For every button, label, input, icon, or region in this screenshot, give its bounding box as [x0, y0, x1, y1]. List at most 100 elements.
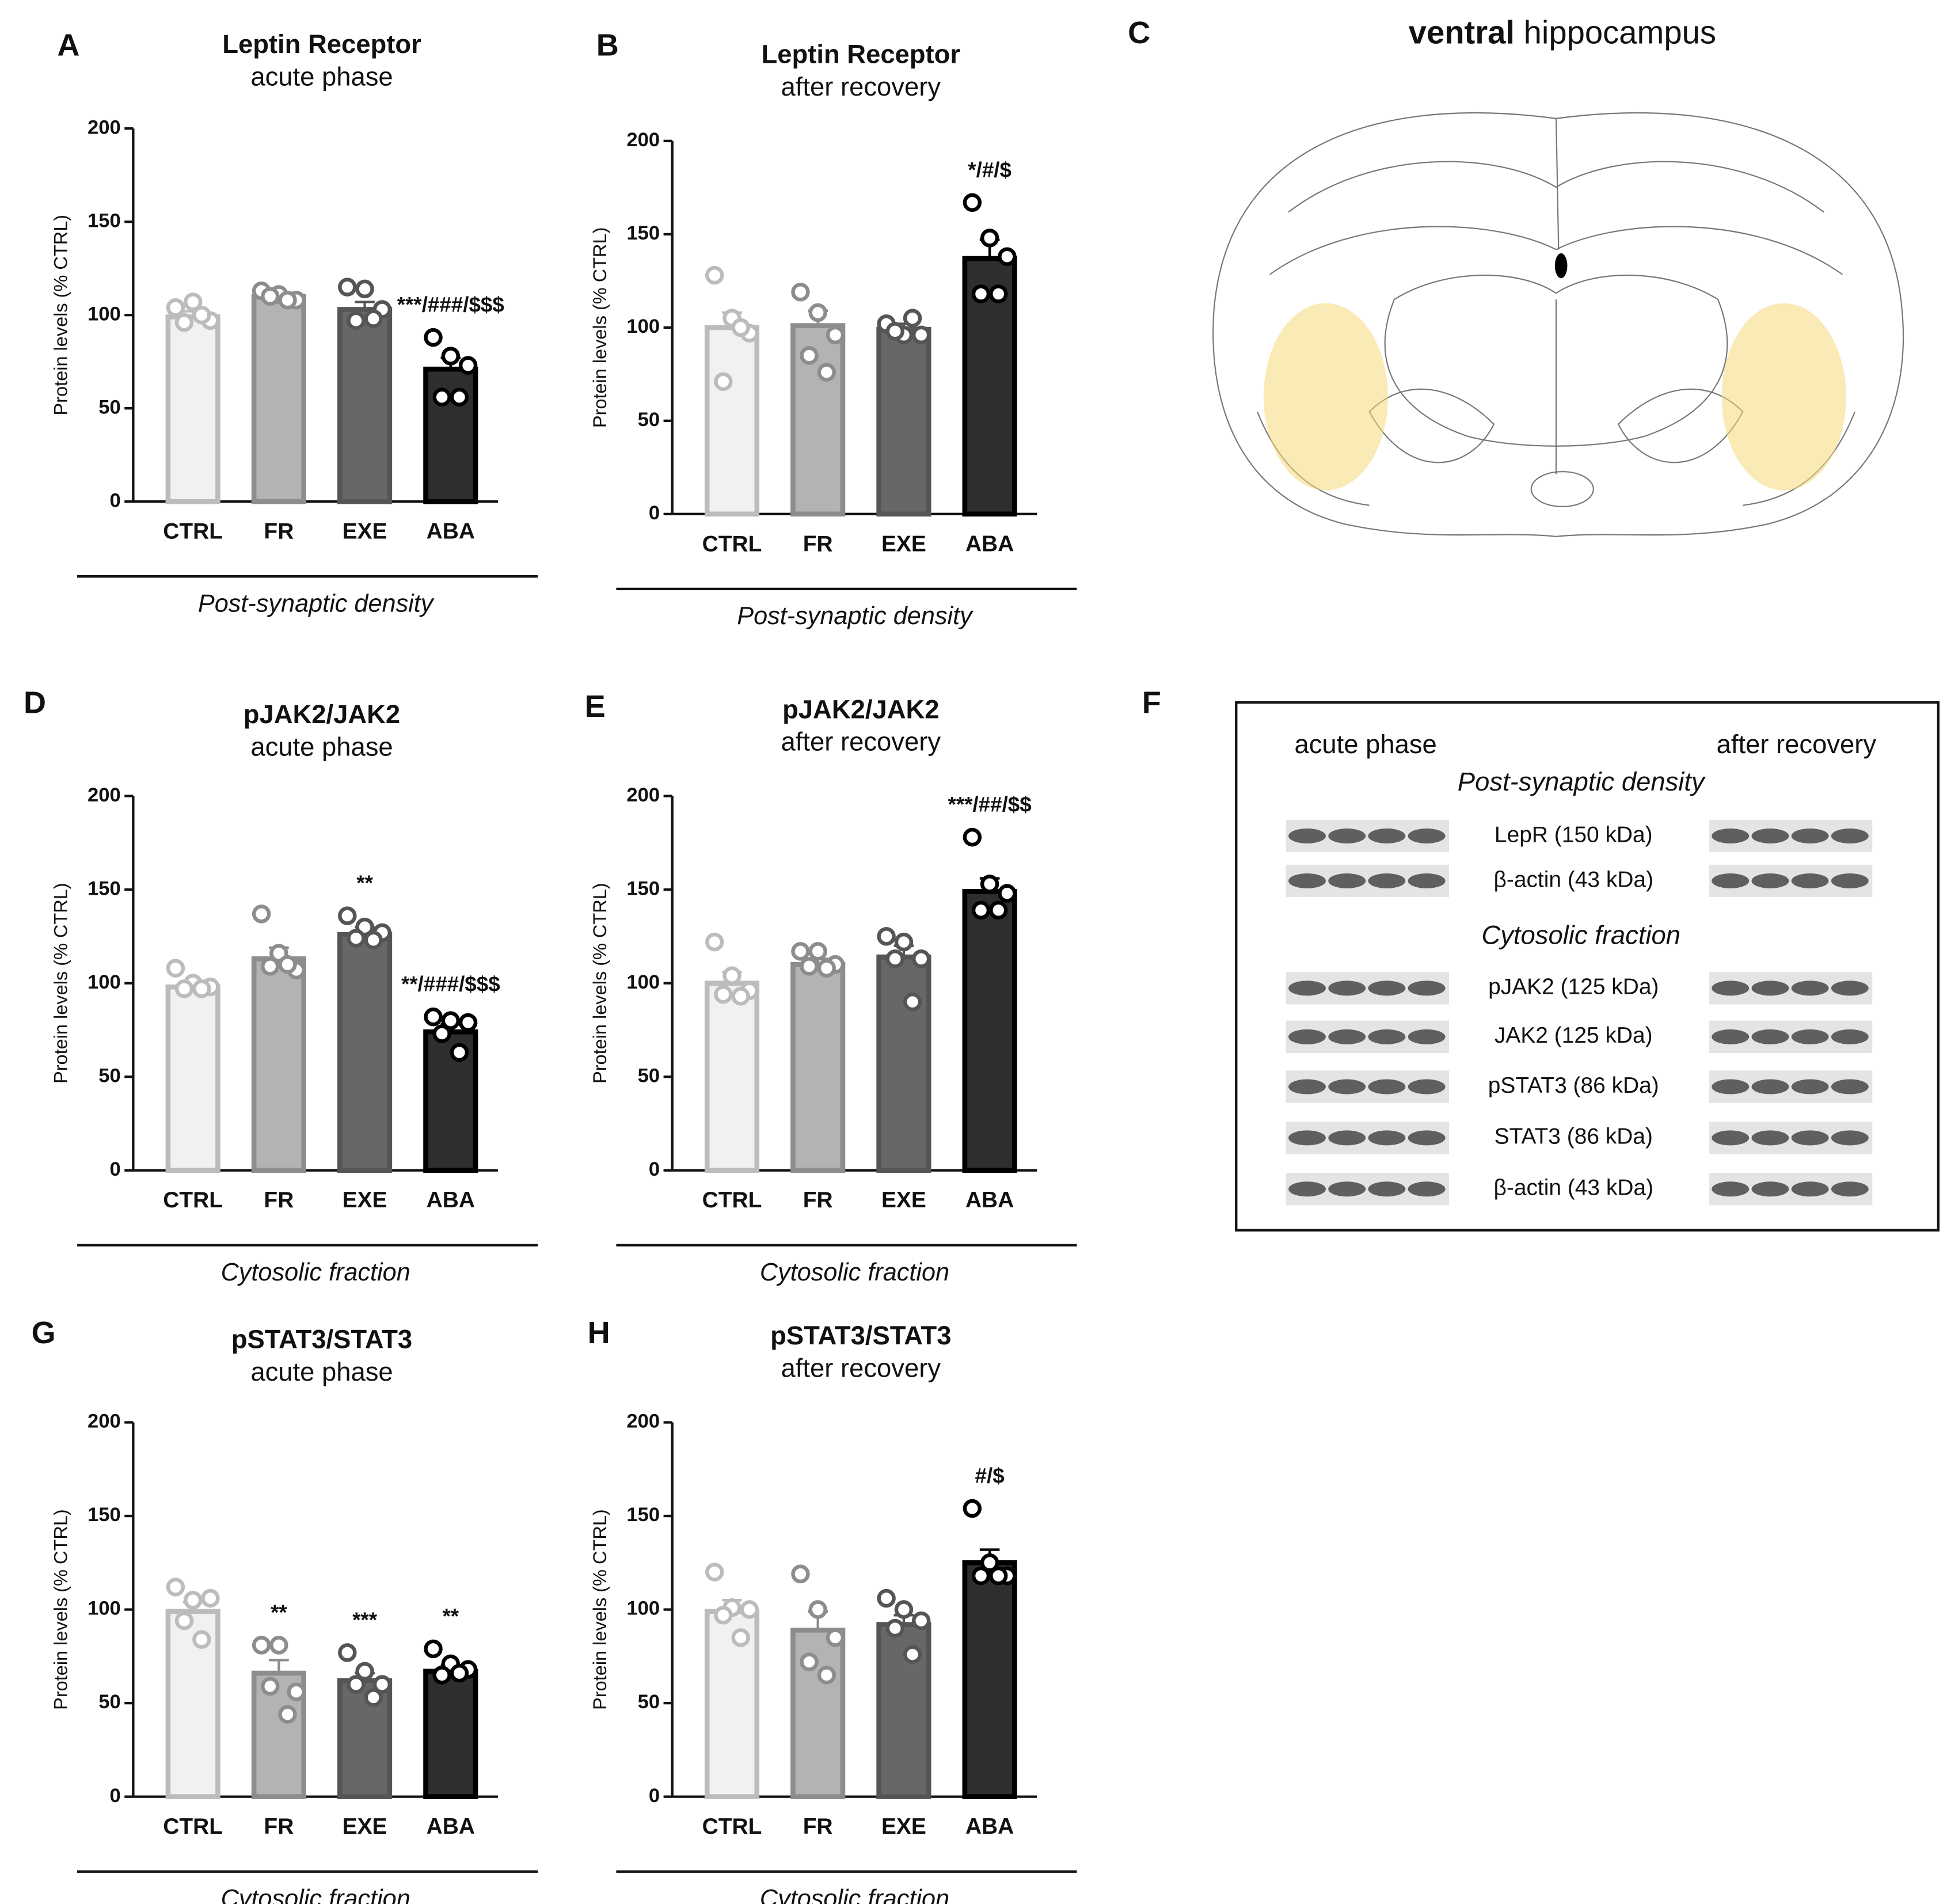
data-point [826, 1628, 845, 1647]
y-tick-label: 150 [88, 210, 121, 231]
significance-label: ** [356, 871, 373, 895]
chart-subtitle: after recovery [781, 72, 941, 101]
x-tick-label: ABA [427, 519, 475, 544]
significance-label: #/$ [975, 1464, 1005, 1488]
data-point [192, 1630, 211, 1649]
blot-band [1712, 1029, 1750, 1044]
blot-band [1328, 1079, 1366, 1094]
bar [962, 1560, 1017, 1799]
title-bold: ventral [1409, 14, 1515, 50]
blot-label: STAT3 (86 kDa) [1495, 1124, 1653, 1149]
panel-label: F [1142, 686, 1161, 720]
data-point [424, 328, 443, 347]
data-point [201, 1588, 220, 1608]
y-tick-label: 150 [626, 877, 660, 899]
column-label: acute phase [1295, 729, 1437, 759]
x-tick-label: CTRL [163, 1814, 223, 1839]
bar [337, 932, 393, 1173]
data-point [963, 193, 982, 212]
hippocampus-highlight [1721, 303, 1846, 491]
significance-label: ***/###/$$$ [397, 293, 504, 317]
y-tick-label: 0 [110, 1785, 121, 1807]
panel-label: B [596, 28, 619, 63]
y-tick-label: 50 [638, 1691, 660, 1713]
blot-band [1751, 1130, 1789, 1146]
data-point [355, 1662, 374, 1681]
data-point [963, 1499, 982, 1518]
data-point [791, 942, 810, 961]
blot-band [1328, 828, 1366, 843]
blot-band [1408, 828, 1446, 843]
data-point [458, 356, 478, 375]
data-point [817, 959, 836, 978]
data-point [731, 987, 750, 1006]
data-point [894, 1600, 914, 1619]
data-point [441, 347, 461, 366]
data-point [714, 372, 733, 392]
blot-band [1288, 1181, 1326, 1197]
section-title: Cytosolic fraction [1481, 920, 1680, 949]
x-tick-label: ABA [965, 1188, 1014, 1213]
x-tick-label: ABA [965, 531, 1014, 556]
y-tick-label: 200 [626, 784, 660, 806]
data-point [963, 827, 982, 847]
data-point [998, 884, 1017, 903]
significance-label: */#/$ [968, 158, 1011, 181]
y-tick-label: 200 [88, 1411, 121, 1432]
data-point [424, 1639, 443, 1659]
chart-subtitle: acute phase [250, 62, 393, 91]
significance-label: ***/##/$$ [948, 793, 1032, 816]
bar [704, 325, 760, 517]
panel-label: E [585, 689, 606, 724]
y-tick-label: 100 [626, 971, 660, 993]
x-tick-label: CTRL [702, 1188, 762, 1213]
bar [251, 1670, 306, 1799]
x-tick-label: FR [803, 1188, 833, 1213]
bar [962, 256, 1017, 517]
x-tick-label: CTRL [163, 519, 223, 544]
blot-band [1288, 980, 1326, 996]
blot-band [1751, 1079, 1789, 1094]
data-point [287, 1682, 306, 1701]
panel-title: ventral hippocampus [1409, 14, 1716, 50]
data-point [338, 906, 357, 925]
blot-band [1288, 1079, 1326, 1094]
data-point [903, 1645, 922, 1664]
title-rest: hippocampus [1524, 14, 1716, 50]
x-tick-label: EXE [881, 1814, 926, 1839]
y-axis-label: Protein levels (% CTRL) [51, 1509, 71, 1710]
data-point [174, 1611, 194, 1631]
blot-band [1831, 1130, 1869, 1146]
data-point [432, 387, 451, 406]
data-point [252, 905, 271, 924]
blot-band [1408, 1181, 1446, 1197]
y-axis-label: Protein levels (% CTRL) [590, 883, 610, 1084]
data-point [166, 298, 185, 317]
data-point [705, 932, 724, 952]
blot-band [1751, 980, 1789, 996]
data-point [714, 985, 733, 1004]
hippocampus-highlight [1263, 303, 1389, 491]
blot-band [1288, 1130, 1326, 1146]
data-point [877, 1588, 896, 1608]
y-tick-label: 0 [110, 489, 121, 511]
y-tick-label: 0 [649, 1785, 660, 1807]
data-point [183, 292, 203, 311]
blot-band [1791, 828, 1829, 843]
y-tick-label: 100 [88, 1598, 121, 1620]
data-point [347, 929, 366, 948]
data-point [800, 957, 819, 976]
bar [337, 307, 393, 504]
data-point [261, 1677, 280, 1696]
data-point [705, 265, 724, 285]
data-point [278, 955, 297, 974]
panel-label: H [588, 1316, 610, 1350]
data-point [740, 1600, 759, 1619]
column-label: after recovery [1717, 729, 1877, 759]
blot-band [1751, 828, 1789, 843]
chart-subtitle: acute phase [250, 732, 393, 761]
x-tick-label: FR [264, 1814, 294, 1839]
blot-band [1408, 1130, 1446, 1146]
data-point [911, 325, 931, 345]
blot-band [1368, 1130, 1406, 1146]
